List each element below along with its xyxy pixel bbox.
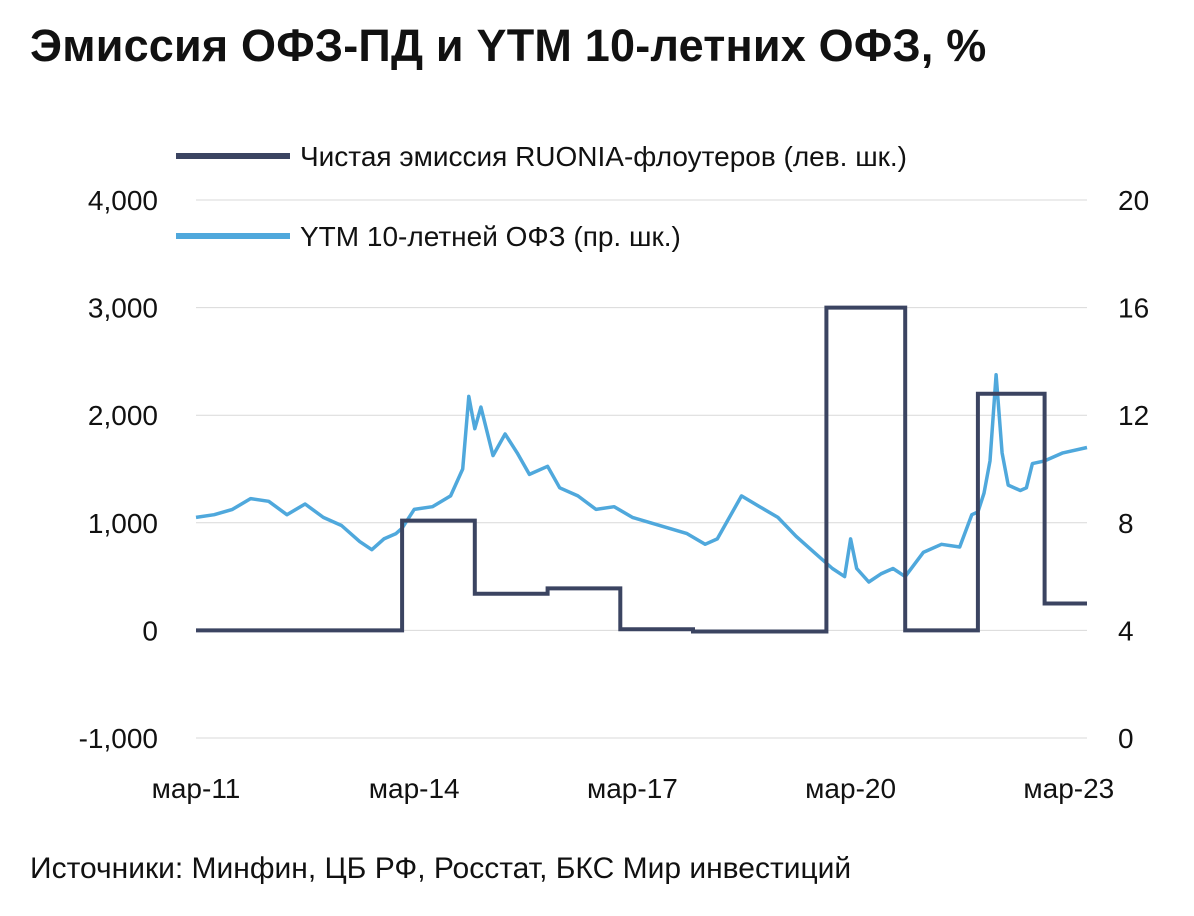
x-axis-tick-label: мар-14 <box>369 773 460 804</box>
right-axis-tick-label: 4 <box>1118 615 1134 646</box>
left-axis-tick-label: 2,000 <box>88 400 158 431</box>
right-axis-tick-label: 20 <box>1118 185 1149 216</box>
legend-label: Чистая эмиссия RUONIA-флоутеров (лев. шк… <box>300 141 907 172</box>
legend-label: YTM 10-летней ОФЗ (пр. шк.) <box>300 221 681 252</box>
left-axis-tick-label: 1,000 <box>88 508 158 539</box>
right-axis-tick-label: 16 <box>1118 293 1149 324</box>
legend: Чистая эмиссия RUONIA-флоутеров (лев. шк… <box>176 141 907 252</box>
series-line-ytm <box>195 373 1088 584</box>
chart-title: Эмиссия ОФЗ-ПД и YTM 10-летних ОФЗ, % <box>30 20 987 71</box>
right-axis-ticks: 0 4 8 12 16 20 <box>1118 185 1149 754</box>
grid-lines <box>196 199 1087 739</box>
x-axis-tick-label: мар-11 <box>152 773 241 804</box>
left-axis-tick-label: -1,000 <box>79 723 158 754</box>
x-axis-tick-label: мар-17 <box>587 773 678 804</box>
x-axis-tick-label: мар-23 <box>1023 773 1114 804</box>
left-axis-tick-label: 0 <box>142 615 158 646</box>
left-axis-tick-label: 4,000 <box>88 185 158 216</box>
left-axis-ticks: -1,000 0 1,000 2,000 3,000 4,000 <box>79 185 158 754</box>
source-note: Источники: Минфин, ЦБ РФ, Росстат, БКС М… <box>30 852 852 885</box>
right-axis-tick-label: 12 <box>1118 400 1149 431</box>
series-layer <box>195 305 1088 634</box>
x-axis-ticks: мар-11 мар-14 мар-17 мар-20 мар-23 <box>152 773 1115 804</box>
x-axis-tick-label: мар-20 <box>805 773 896 804</box>
right-axis-tick-label: 0 <box>1118 723 1134 754</box>
left-axis-tick-label: 3,000 <box>88 293 158 324</box>
right-axis-tick-label: 8 <box>1118 508 1134 539</box>
series-line-emission <box>196 305 1087 634</box>
